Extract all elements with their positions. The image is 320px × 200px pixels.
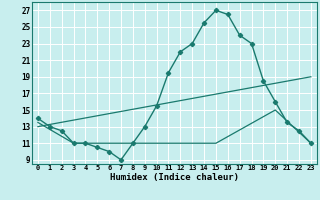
- X-axis label: Humidex (Indice chaleur): Humidex (Indice chaleur): [110, 173, 239, 182]
